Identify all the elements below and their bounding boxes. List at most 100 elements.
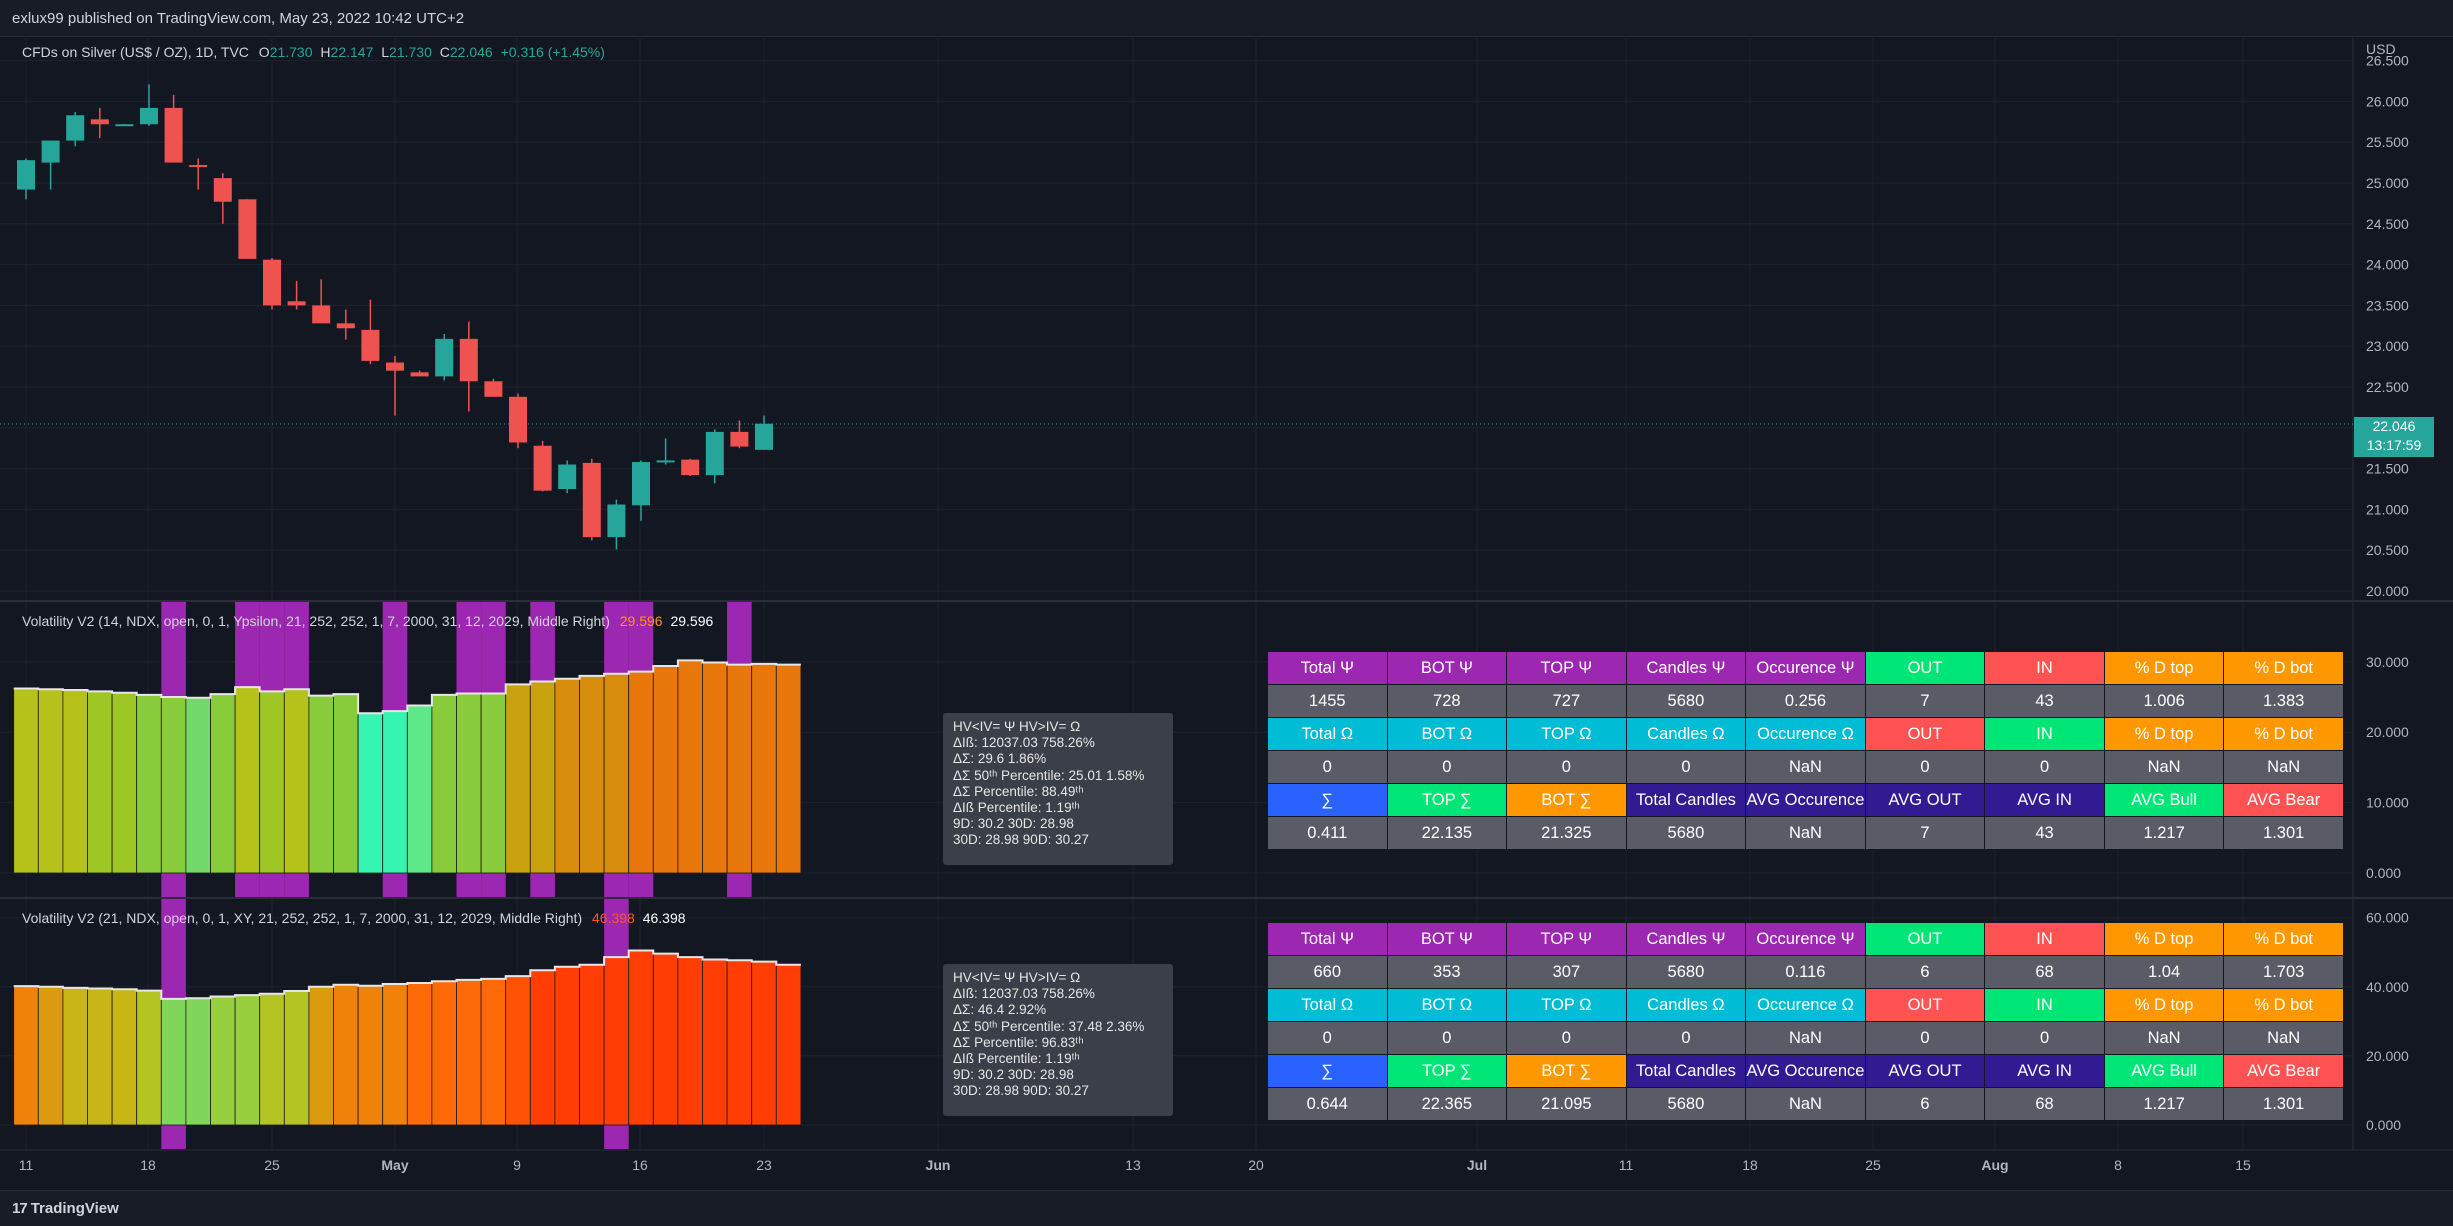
- vol1-tick-label: 10.000: [2366, 795, 2409, 811]
- table-cell: 68: [1984, 1087, 2105, 1121]
- table-cell: BOT Ψ: [1386, 651, 1508, 685]
- table-row: 1455 728 727 5680 0.256 7 43 1.006 1.383: [1267, 684, 2344, 718]
- price-tick-label: 23.000: [2366, 338, 2409, 354]
- candle-body: [386, 362, 404, 371]
- volatility-bar: [13, 985, 39, 1126]
- pane-separators: [0, 36, 2453, 1151]
- table-cell: AVG IN: [1984, 1054, 2105, 1088]
- vol1-tick-label: 0.000: [2366, 865, 2401, 881]
- volatility-bar: [603, 673, 630, 874]
- table-cell: 0: [1864, 1021, 1986, 1055]
- time-tick-label: Aug: [1981, 1157, 2008, 1173]
- volatility-bar: [111, 692, 138, 874]
- vol2-tick-label: 60.000: [2366, 910, 2409, 926]
- time-tick-label: 25: [1865, 1157, 1881, 1173]
- time-tick-label: May: [381, 1157, 408, 1173]
- symbol-title[interactable]: CFDs on Silver (US$ / OZ), 1D, TVC: [22, 44, 249, 60]
- table-cell: 0: [1506, 1021, 1627, 1055]
- vol2-value-b: 46.398: [642, 910, 686, 926]
- last-price-label: 22.046 13:17:59: [2354, 417, 2434, 457]
- table-cell: 5680: [1625, 955, 1747, 989]
- table-cell: BOT ∑: [1506, 1054, 1627, 1088]
- table-cell: AVG Occurence: [1745, 783, 1866, 817]
- table-cell: TOP Ω: [1506, 988, 1627, 1022]
- tradingview-logo[interactable]: 17 TradingView: [12, 1200, 119, 1217]
- table-cell: 0: [1267, 1021, 1388, 1055]
- volatility-bar: [529, 681, 556, 874]
- vol2-tooltip-line: 9D: 30.2 30D: 28.98: [953, 1067, 1074, 1083]
- candle-body: [238, 199, 257, 259]
- vol1-tick-label: 30.000: [2366, 654, 2409, 670]
- volatility-bar: [160, 998, 187, 1126]
- table-cell: NaN: [1745, 1021, 1866, 1055]
- candle-body: [90, 119, 109, 125]
- table-cell: NaN: [2223, 1021, 2344, 1055]
- table-cell: Total Ω: [1267, 717, 1388, 751]
- table-cell: 307: [1506, 955, 1627, 989]
- table-cell: 6: [1864, 1087, 1986, 1121]
- volatility-bar: [185, 697, 211, 874]
- table-cell: IN: [1984, 922, 2105, 956]
- candle-body: [189, 165, 208, 168]
- table-cell: 6: [1864, 955, 1986, 989]
- time-tick-label: 25: [264, 1157, 280, 1173]
- volatility-bar: [431, 694, 457, 874]
- table-cell: 0: [1864, 750, 1986, 784]
- volatility-bar: [333, 984, 359, 1126]
- vol1-bars: [13, 659, 802, 874]
- price-tick-label: 25.000: [2366, 175, 2409, 191]
- volatility-bar: [382, 983, 408, 1126]
- vol2-tooltip-line: ΔIß Percentile: 1.19ᵗʰ: [953, 1051, 1080, 1067]
- volatility-bar: [62, 987, 88, 1126]
- volatility-bar: [357, 712, 384, 874]
- table-cell: NaN: [2103, 1021, 2225, 1055]
- volatility-bar: [456, 979, 482, 1126]
- table-cell: 0: [1625, 750, 1747, 784]
- volatility-bar: [283, 990, 310, 1126]
- volatility-bar: [554, 678, 580, 874]
- table-cell: IN: [1984, 988, 2105, 1022]
- table-cell: AVG Bull: [2103, 1054, 2225, 1088]
- table-cell: BOT Ω: [1386, 988, 1508, 1022]
- time-tick-label: Jul: [1467, 1157, 1487, 1173]
- table-cell: Candles Ψ: [1625, 922, 1747, 956]
- table-cell: % D top: [2103, 988, 2225, 1022]
- vol1-legend[interactable]: Volatility V2 (14, NDX, open, 0, 1, Ypsi…: [22, 613, 713, 629]
- candle-body: [558, 464, 577, 489]
- volatility-bar: [677, 956, 703, 1126]
- vol2-legend[interactable]: Volatility V2 (21, NDX, open, 0, 1, XY, …: [22, 910, 686, 926]
- table-cell: TOP Ψ: [1506, 922, 1627, 956]
- table-cell: 5680: [1625, 684, 1747, 718]
- volatility-bar: [751, 961, 777, 1126]
- candle-body: [336, 323, 355, 329]
- table-cell: IN: [1984, 717, 2105, 751]
- volatility-bar: [87, 690, 113, 874]
- table-row: ∑ TOP ∑ BOT ∑ Total Candles AVG Occurence AVG…: [1267, 1054, 2344, 1088]
- vol2-tooltip-line: ΔΣ Percentile: 96.83ᵗʰ: [953, 1034, 1084, 1050]
- table-cell: 0.256: [1745, 684, 1866, 718]
- volatility-bar: [283, 688, 310, 874]
- candle-body: [533, 445, 552, 491]
- candle-body: [17, 160, 35, 190]
- candle-body: [164, 107, 183, 163]
- table-cell: 5680: [1625, 816, 1747, 850]
- table-cell: TOP ∑: [1386, 1054, 1508, 1088]
- table-row: ∑ TOP ∑ BOT ∑ Total Candles AVG Occurence AVG…: [1267, 783, 2344, 817]
- vol1-tick-label: 20.000: [2366, 724, 2409, 740]
- candle-body: [484, 381, 503, 397]
- table-cell: % D top: [2103, 922, 2225, 956]
- table-cell: Occurence Ψ: [1745, 651, 1866, 685]
- table-cell: AVG Bear: [2223, 783, 2344, 817]
- volatility-bar: [628, 950, 654, 1126]
- time-tick-label: Jun: [926, 1157, 951, 1173]
- time-tick-label: 20: [1248, 1157, 1264, 1173]
- time-tick-label: 11: [1619, 1157, 1634, 1173]
- table-cell: AVG Bull: [2103, 783, 2225, 817]
- candle-body: [263, 259, 281, 306]
- table-cell: % D top: [2103, 717, 2225, 751]
- vol2-tooltip-line: 30D: 28.98 90D: 30.27: [953, 1083, 1089, 1099]
- price-tick-label: 24.000: [2366, 257, 2409, 273]
- price-tick-label: 20.500: [2366, 542, 2409, 558]
- volatility-bar: [111, 988, 138, 1126]
